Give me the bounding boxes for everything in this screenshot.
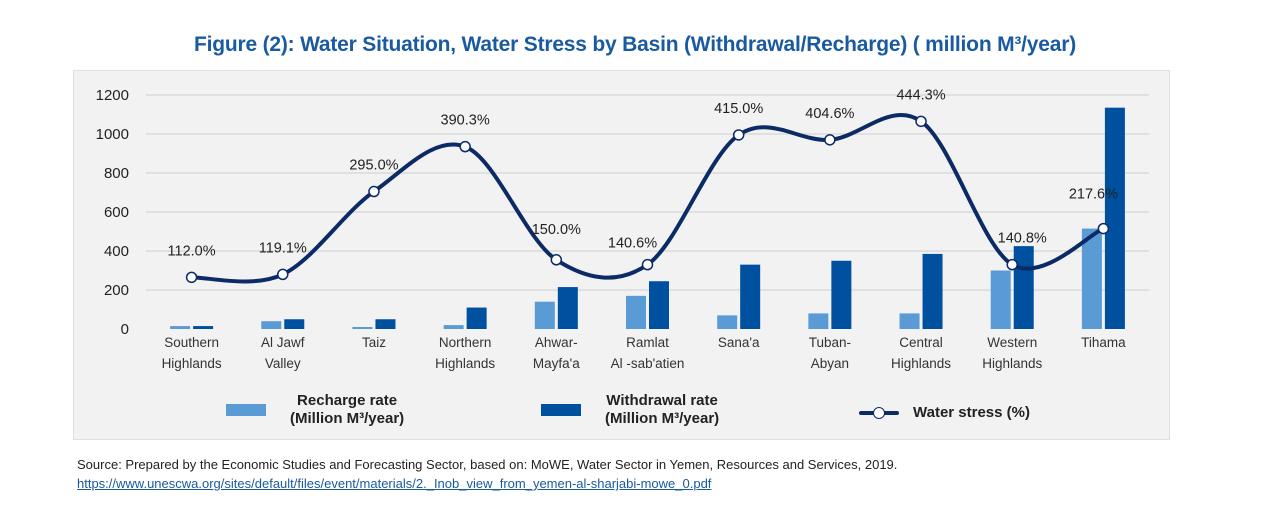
withdrawal-bar: [466, 307, 487, 329]
legend-stress-label: Water stress (%): [913, 404, 1030, 421]
y-tick-label: 200: [104, 282, 129, 299]
withdrawal-bar: [193, 326, 214, 329]
stress-point: [368, 185, 380, 198]
y-tick-label: 400: [104, 243, 129, 260]
legend-recharge-line2: (Million M³/year): [290, 410, 405, 427]
x-category-label: Al -sab'atien: [611, 356, 685, 371]
x-category-label: Ahwar-: [535, 335, 578, 350]
y-axis-ticks: 0 200 400 600 800 1000 1200: [96, 87, 129, 338]
recharge-bar: [808, 313, 829, 329]
stress-point: [732, 129, 745, 141]
chart-legend: Recharge rate (Million M³/year) Withdraw…: [73, 392, 1170, 437]
y-tick-label: 0: [121, 321, 129, 338]
bars: [170, 107, 1125, 329]
x-category-label: Southern: [164, 335, 219, 350]
withdrawal-bar: [375, 319, 396, 329]
y-tick-label: 1200: [96, 87, 129, 104]
x-category-label: Western: [987, 335, 1037, 350]
x-category-label: Abyan: [811, 356, 849, 371]
stress-data-label: 390.3%: [441, 113, 490, 129]
legend-recharge: Recharge rate (Million M³/year): [226, 392, 404, 428]
stress-data-label: 150.0%: [532, 222, 581, 238]
x-category-label: Central: [899, 335, 943, 350]
recharge-bar: [717, 315, 738, 329]
x-category-label: Valley: [265, 356, 301, 371]
stress-point: [550, 254, 563, 266]
recharge-bar: [170, 326, 191, 329]
stress-data-label: 140.8%: [998, 231, 1047, 247]
x-category-label: Taiz: [362, 335, 386, 350]
withdrawal-bar: [922, 253, 943, 329]
y-tick-label: 800: [104, 165, 129, 182]
legend-withdrawal: Withdrawal rate (Million M³/year): [541, 392, 719, 428]
x-category-label: Mayfa'a: [533, 356, 580, 371]
stress-data-label: 140.6%: [608, 236, 657, 252]
withdrawal-bar: [557, 287, 578, 329]
x-category-label: Sana'a: [718, 335, 760, 350]
stress-data-label: 217.6%: [1069, 187, 1118, 203]
x-category-label: Northern: [439, 335, 492, 350]
line-marker-icon: [859, 407, 899, 419]
withdrawal-bar: [1013, 246, 1034, 329]
stress-data-label: 112.0%: [168, 243, 216, 259]
recharge-bar: [1081, 228, 1102, 329]
x-category-label: Highlands: [435, 356, 495, 371]
stress-data-label: 444.3%: [896, 87, 945, 103]
recharge-bar: [352, 327, 373, 329]
x-category-label: Al Jawf: [261, 335, 305, 350]
stress-point: [277, 268, 289, 281]
y-tick-label: 600: [104, 204, 129, 221]
recharge-bar: [261, 321, 282, 329]
x-axis-labels: Southern Highlands Al Jawf Valley Taiz Northe…: [162, 335, 1127, 371]
withdrawal-bar: [284, 319, 305, 329]
source-note: Source: Prepared by the Economic Studies…: [77, 457, 898, 472]
recharge-bar: [534, 301, 555, 329]
stress-data-label: 415.0%: [714, 101, 763, 117]
recharge-bar: [990, 270, 1011, 329]
recharge-swatch: [226, 404, 266, 416]
water-stress-points: [185, 115, 1110, 284]
recharge-bar: [899, 313, 920, 329]
stress-point: [185, 271, 198, 284]
figure-title: Figure (2): Water Situation, Water Stres…: [193, 33, 1077, 56]
legend-withdrawal-line1: Withdrawal rate: [606, 392, 718, 409]
x-category-label: Tuban-: [809, 335, 851, 350]
x-category-label: Highlands: [982, 356, 1042, 371]
stress-point: [641, 258, 654, 271]
legend-recharge-line1: Recharge rate: [297, 392, 398, 409]
withdrawal-bar: [740, 264, 761, 329]
withdrawal-swatch: [541, 404, 581, 416]
stress-point: [1097, 222, 1110, 235]
water-stress-line: [189, 113, 1106, 284]
stress-data-label: 295.0%: [349, 158, 398, 174]
stress-data-label: 404.6%: [805, 106, 854, 122]
source-link[interactable]: https://www.unescwa.org/sites/default/fi…: [77, 476, 712, 491]
x-category-label: Tihama: [1081, 335, 1126, 350]
stress-point: [915, 115, 927, 128]
withdrawal-bar: [1104, 107, 1125, 329]
chart-svg: 0 200 400 600 800 1000 1200 112.0% 119.1% 295.0%…: [96, 87, 1149, 371]
x-category-label: Ramlat: [626, 335, 669, 350]
legend-withdrawal-line2: (Million M³/year): [605, 410, 720, 427]
y-tick-label: 1000: [96, 126, 129, 143]
data-labels: 112.0% 119.1% 295.0% 390.3% 150.0% 140.6% 415.…: [168, 87, 1119, 259]
stress-data-label: 119.1%: [259, 240, 307, 256]
x-category-label: Highlands: [162, 356, 222, 371]
recharge-bar: [626, 295, 646, 329]
stress-point: [459, 140, 471, 153]
clipped-preceding-text: [0, 0, 1270, 6]
withdrawal-bar: [831, 260, 852, 329]
recharge-bar: [443, 325, 464, 329]
x-category-label: Highlands: [891, 356, 951, 371]
withdrawal-bar: [649, 281, 669, 329]
chart-area: 0 200 400 600 800 1000 1200 112.0% 119.1% 295.0%…: [73, 70, 1170, 440]
water-stress-curve: [189, 113, 1106, 284]
stress-point: [824, 134, 836, 146]
legend-stress: Water stress (%): [859, 404, 1030, 422]
stress-point: [1006, 258, 1018, 271]
